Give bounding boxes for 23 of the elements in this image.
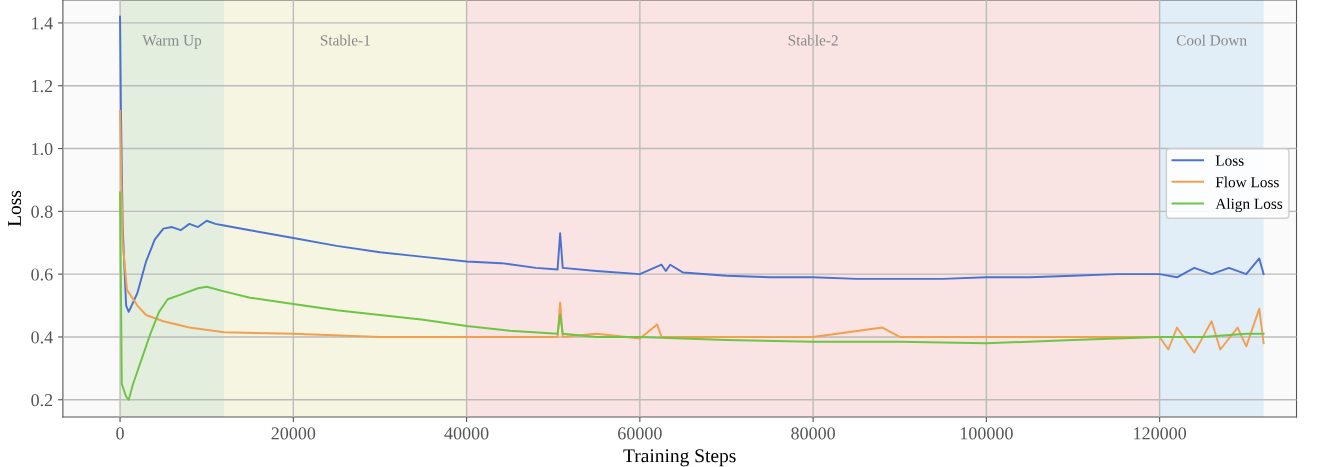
legend-label: Align Loss bbox=[1215, 198, 1283, 213]
legend-label: Flow Loss bbox=[1215, 176, 1279, 188]
band-label: Cool Down bbox=[1176, 34, 1247, 46]
x-tick-label: 60000 bbox=[618, 427, 662, 440]
x-tick-label: 80000 bbox=[791, 427, 835, 440]
y-tick-label: 1.4 bbox=[32, 17, 53, 30]
x-tick-label: 20000 bbox=[271, 427, 316, 440]
x-tick-label: 120000 bbox=[1134, 427, 1187, 440]
y-tick-label: 0.8 bbox=[31, 205, 53, 218]
band-label: Stable-1 bbox=[320, 34, 370, 46]
band-label: Stable-2 bbox=[788, 34, 838, 46]
x-tick-label: 100000 bbox=[960, 427, 1013, 440]
x-axis-title: Training Steps bbox=[623, 449, 736, 467]
x-tick-label: 40000 bbox=[444, 427, 489, 440]
x-tick-label: 0 bbox=[116, 427, 124, 440]
y-tick-label: 1.2 bbox=[32, 80, 53, 93]
band-label: Warm Up bbox=[142, 35, 202, 49]
y-axis-title: Loss bbox=[8, 190, 22, 227]
y-tick-label: 1.0 bbox=[32, 142, 53, 156]
y-tick-label: 0.4 bbox=[31, 331, 53, 344]
y-tick-label: 0.6 bbox=[31, 268, 53, 281]
y-tick-label: 0.2 bbox=[31, 394, 53, 407]
legend-label: Loss bbox=[1215, 155, 1244, 166]
